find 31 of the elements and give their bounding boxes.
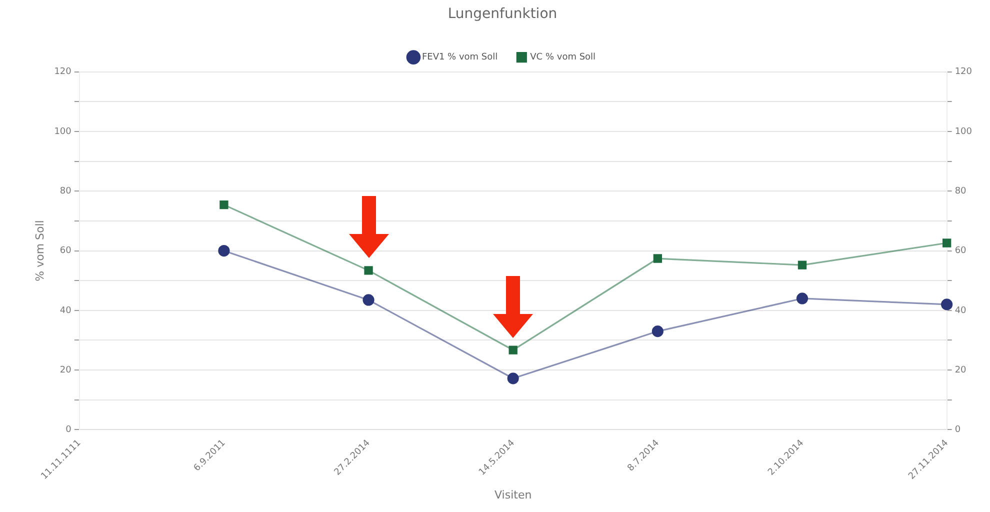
y-tick-label: 80: [60, 186, 72, 196]
y2-tick-label: 20: [954, 365, 967, 376]
y2-tick-label: 100: [954, 126, 972, 137]
point: [218, 244, 230, 257]
y-axis-title: % vom Soll: [33, 220, 46, 282]
y-tick-label: 20: [60, 365, 72, 376]
point: [941, 298, 953, 310]
y2-tick-label: 0: [954, 425, 961, 436]
y-tick-label: 120: [54, 67, 72, 78]
point: [508, 346, 518, 354]
x-axis-title: Visiten: [494, 488, 532, 502]
y-tick-label: 0: [66, 425, 72, 436]
point: [796, 292, 808, 304]
y2-tick-label: 40: [954, 306, 967, 316]
point: [362, 294, 374, 306]
y2-tick-label: 80: [954, 186, 967, 196]
legend-label: FEV1 % vom Soll: [422, 52, 498, 63]
point: [798, 260, 807, 270]
y2-tick-label: 60: [954, 246, 967, 256]
legend-label: VC % vom Soll: [530, 52, 596, 63]
point: [220, 200, 228, 210]
chart-title: Lungenfunktion: [448, 6, 558, 22]
y-tick-label: 40: [60, 306, 72, 316]
point: [653, 254, 662, 263]
y2-tick-label: 120: [954, 67, 972, 78]
point: [652, 325, 664, 338]
point: [942, 238, 952, 248]
point: [507, 372, 519, 384]
point: [364, 266, 373, 275]
y-tick-label: 60: [60, 246, 72, 256]
y-tick-label: 100: [54, 126, 72, 137]
